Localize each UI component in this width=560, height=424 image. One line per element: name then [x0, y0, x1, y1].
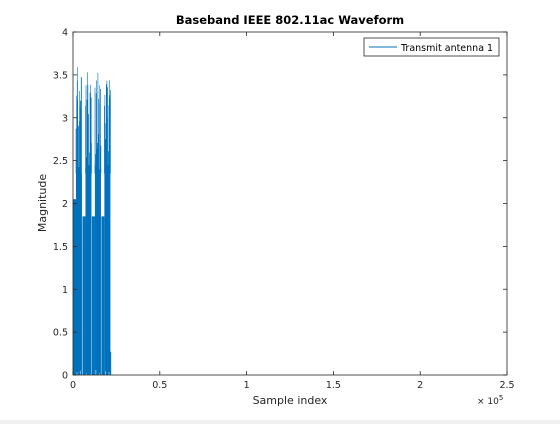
packet-4-preamble — [101, 216, 105, 375]
packet-2-body — [85, 173, 92, 375]
chart-title: Baseband IEEE 802.11ac Waveform — [176, 13, 404, 27]
y-axis-label: Magnitude — [36, 174, 49, 233]
x-tick-label-3: 1.5 — [326, 380, 341, 391]
axes: 0 0.5 1 1.5 2 2.5 0 0.5 1 1.5 2 2.5 3 3.5 4 — [53, 28, 515, 392]
packet-3-preamble — [91, 216, 95, 375]
x-tick-label-2: 1 — [244, 380, 250, 391]
packet-3 — [91, 72, 102, 375]
x-tick-label-1: 0.5 — [152, 380, 167, 391]
packet-4-notches — [105, 371, 110, 375]
legend[interactable]: Transmit antenna 1 — [363, 37, 500, 57]
packet-4-peaks — [104, 80, 111, 174]
packet-1-preamble — [73, 199, 76, 375]
y-tick-label-0: 0 — [62, 371, 68, 382]
x-tick-label-0: 0 — [70, 380, 76, 391]
y-tick-label-8: 4 — [62, 28, 68, 39]
packet-1-peaks — [75, 67, 82, 174]
packet-3-notches — [95, 370, 100, 375]
y-tick-label-3: 1.5 — [53, 242, 68, 253]
x-tick-label-5: 2.5 — [499, 380, 514, 391]
packet-2-preamble — [82, 216, 86, 375]
x-tick-label-4: 2 — [417, 380, 423, 391]
packet-4 — [101, 80, 111, 375]
packet-1-notches — [76, 370, 81, 375]
y-tick-label-5: 2.5 — [53, 156, 68, 167]
plot-area — [73, 32, 507, 375]
y-tick-label-4: 2 — [62, 199, 68, 210]
legend-entry-label: Transmit antenna 1 — [400, 43, 493, 54]
packet-3-peaks — [94, 72, 102, 174]
y-tick-label-7: 3.5 — [53, 70, 68, 81]
packet-2-peaks — [85, 72, 92, 174]
legend-box — [363, 37, 500, 57]
packet-1 — [73, 67, 82, 375]
packet-3-body — [94, 173, 101, 375]
y-tick-label-1: 0.5 — [53, 328, 68, 339]
x-axis-label: Sample index — [253, 394, 328, 407]
x-axis-exponent: × 105 — [477, 394, 503, 407]
packet-2 — [82, 72, 92, 375]
y-tick-label-6: 3 — [62, 113, 68, 124]
packet-4-body — [104, 173, 111, 375]
waveform-series — [73, 67, 112, 375]
packet-1-body — [76, 173, 82, 375]
y-tick-label-2: 1 — [62, 285, 68, 296]
